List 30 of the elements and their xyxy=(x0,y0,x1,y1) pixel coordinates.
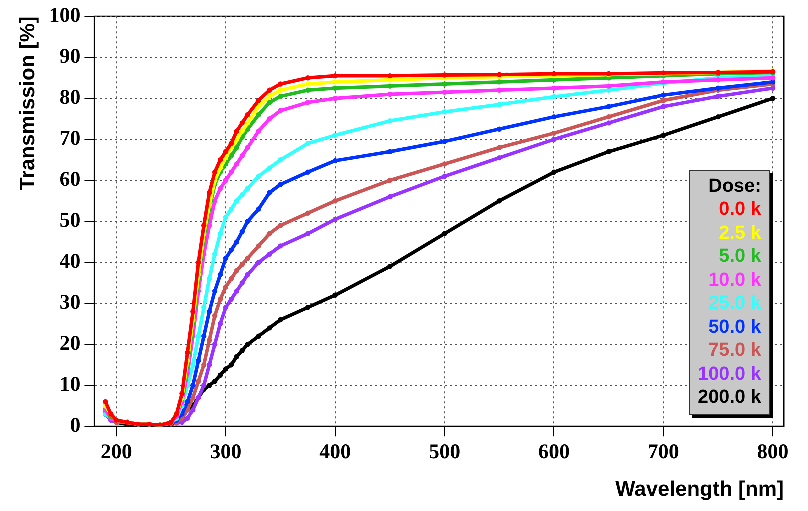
y-tick-label: 20 xyxy=(60,331,81,356)
y-tick-label: 30 xyxy=(60,290,81,314)
y-tick-label: 100 xyxy=(49,3,81,28)
x-axis-title: Wavelength [nm] xyxy=(616,478,784,502)
x-tick-label: 700 xyxy=(648,440,680,464)
text: 0.0 k xyxy=(718,198,762,222)
x-tick-label: 300 xyxy=(210,440,242,464)
y-tick-label: 10 xyxy=(60,372,81,396)
y-axis-title: Transmission [%] xyxy=(16,16,40,190)
text: 50.0 k xyxy=(708,316,762,340)
y-tick-label: 70 xyxy=(60,126,81,150)
x-tick-label: 800 xyxy=(757,440,789,464)
x-tick-label: 500 xyxy=(429,440,461,464)
text: 100.0 k xyxy=(698,362,762,386)
text: 25.0 k xyxy=(708,292,762,316)
x-tick-label: 600 xyxy=(538,440,570,464)
y-tick-label: 50 xyxy=(60,208,81,232)
y-tick-label: 40 xyxy=(60,249,81,274)
y-tick-label: 60 xyxy=(60,167,81,192)
y-tick-label: 0 xyxy=(70,413,81,438)
text: 200.0 k xyxy=(698,386,762,410)
x-tick-label: 200 xyxy=(100,440,132,464)
x-tick-label: 400 xyxy=(320,440,352,464)
text: 10.0 k xyxy=(708,268,762,292)
text: 2.5 k xyxy=(718,222,762,246)
y-tick-label: 80 xyxy=(60,85,81,110)
legend-title: Dose: xyxy=(708,174,762,198)
text: 75.0 k xyxy=(708,339,762,363)
y-tick-label: 90 xyxy=(60,44,81,68)
text: 5.0 k xyxy=(718,245,762,269)
